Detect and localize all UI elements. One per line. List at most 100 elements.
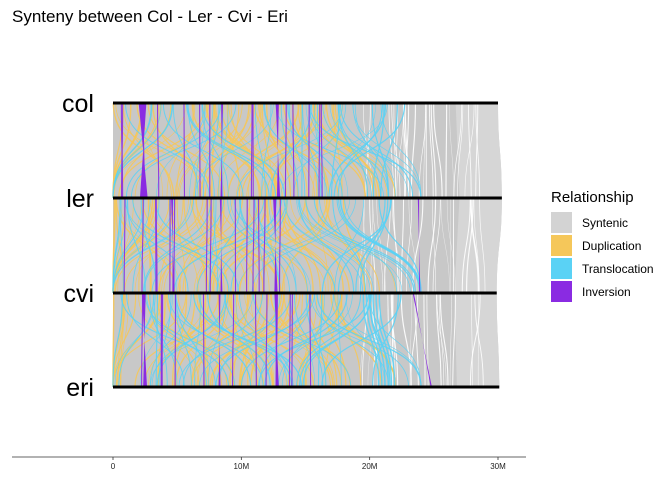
translocation-link	[302, 292, 372, 388]
genome-line-layer	[113, 101, 502, 389]
inversion-link	[183, 102, 186, 199]
duplication-link	[213, 197, 225, 294]
translocation-link	[319, 197, 398, 294]
inversion-link	[173, 197, 176, 294]
duplication-link	[138, 292, 197, 388]
gap-streak	[474, 292, 484, 388]
gap-streak	[471, 292, 473, 388]
translocation-link	[299, 197, 411, 294]
gap-streak	[470, 197, 479, 294]
translocation-link	[309, 102, 422, 199]
gap-streak	[369, 197, 376, 294]
duplication-link	[305, 197, 344, 294]
gap-streak	[423, 292, 426, 388]
gap-streak	[391, 102, 401, 199]
legend: Relationship Syntenic Duplication Transloc…	[551, 189, 654, 302]
duplication-link	[115, 102, 205, 199]
translocation-link	[114, 292, 156, 388]
duplication-link	[325, 197, 366, 294]
translocation-link	[189, 102, 214, 199]
translocation-link	[380, 102, 422, 199]
inversion-link	[412, 293, 432, 387]
gap-streak	[403, 102, 405, 199]
duplication-link	[282, 102, 366, 199]
translocation-link	[240, 292, 342, 388]
translocation-link	[112, 197, 123, 294]
gap-streak	[446, 197, 456, 294]
translocation-link	[330, 102, 376, 199]
translocation-link	[337, 102, 381, 199]
translocation-link	[252, 292, 352, 388]
translocation-link	[309, 292, 409, 388]
translocation-link	[322, 102, 389, 199]
translocation-link	[263, 102, 328, 199]
inversion-link	[288, 292, 291, 388]
translocation-link	[297, 197, 403, 294]
duplication-link	[278, 197, 350, 294]
duplication-link	[158, 197, 244, 294]
translocation-link	[150, 292, 254, 388]
translocation-link	[126, 292, 185, 388]
duplication-link	[122, 102, 172, 199]
genome-label-col: col	[62, 90, 94, 118]
duplication-link	[209, 292, 301, 388]
inversion-link	[141, 197, 144, 294]
gap-streak	[452, 292, 457, 388]
duplication-link	[120, 102, 172, 199]
inversion-link	[284, 102, 287, 199]
translocation-link	[345, 292, 385, 388]
gap-streak	[465, 197, 474, 294]
duplication-link	[279, 197, 314, 294]
gap-streak	[365, 102, 371, 199]
duplication-link	[134, 197, 189, 294]
x-tick-label: 20M	[362, 462, 378, 471]
duplication-link	[191, 102, 262, 199]
gap-streak	[440, 197, 450, 294]
ribbon-layer	[112, 102, 502, 388]
inversion-link	[246, 197, 248, 294]
translocation-link	[328, 102, 387, 199]
translocation-link	[372, 292, 389, 388]
gap-streak	[479, 197, 486, 294]
translocation-link	[352, 102, 422, 199]
inversion-link	[156, 102, 160, 199]
translocation-link	[339, 102, 414, 199]
translocation-link	[259, 292, 312, 388]
duplication-link	[200, 102, 250, 199]
gap-streak	[427, 197, 437, 294]
translocation-link	[125, 102, 210, 199]
genome-label-eri: eri	[66, 374, 94, 402]
inversion-link	[209, 197, 212, 294]
gap-streak	[409, 292, 412, 388]
inversion-link	[219, 198, 223, 293]
translocation-link	[120, 292, 230, 388]
gap-streak	[435, 292, 442, 388]
translocation-link	[112, 292, 123, 388]
translocation-link	[362, 292, 380, 388]
translocation-link	[239, 197, 297, 294]
x-tick-label: 0	[111, 462, 116, 471]
duplication-link	[291, 102, 330, 199]
translocation-link	[182, 292, 263, 388]
translocation-link	[289, 292, 316, 388]
gap-streak	[453, 102, 463, 199]
legend-label-syntenic: Syntenic	[582, 216, 628, 230]
inversion-link	[291, 292, 293, 388]
inversion-link	[138, 103, 148, 198]
translocation-link	[293, 292, 324, 388]
gap-streak	[391, 292, 394, 388]
inversion-link	[252, 197, 255, 294]
duplication-link	[321, 292, 347, 388]
duplication-link	[241, 102, 323, 199]
inversion-link	[278, 197, 281, 294]
gap-streak	[404, 102, 410, 199]
inversion-link	[141, 293, 148, 387]
translocation-link	[201, 102, 229, 199]
inversion-link	[155, 197, 158, 294]
translocation-link	[352, 102, 396, 199]
inversion-link	[142, 102, 145, 199]
inversion-link	[263, 197, 266, 294]
chart-title: Synteny between Col - Ler - Cvi - Eri	[12, 7, 288, 26]
inversion-link	[220, 103, 224, 198]
translocation-link	[337, 102, 384, 199]
